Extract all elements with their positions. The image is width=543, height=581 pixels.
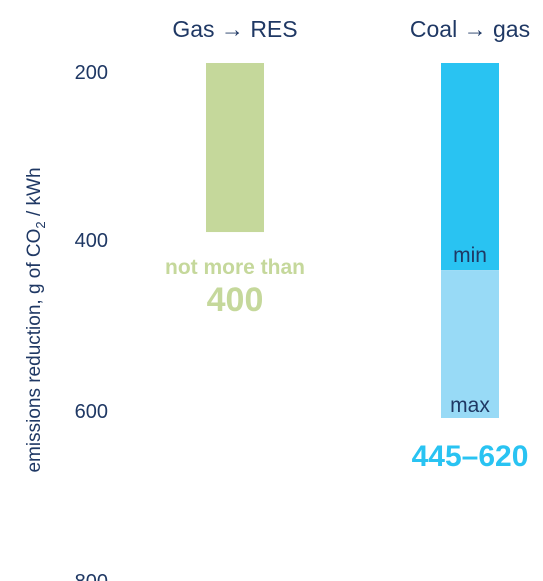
bar-segment-label: max xyxy=(450,394,490,417)
y-axis-label-tail: / kWh xyxy=(24,167,45,221)
bar-segment xyxy=(206,63,264,233)
y-tick-label: 200 xyxy=(75,62,108,84)
y-tick-label: 800 xyxy=(75,571,108,581)
bar-segment xyxy=(441,270,499,418)
y-axis-label: emissions reduction, g of CO2 / kWh xyxy=(24,167,48,472)
bar-segment-label: min xyxy=(453,244,487,267)
y-tick-label: 400 xyxy=(75,230,108,252)
category-labels: Gas → RES Coal → gas xyxy=(172,16,530,42)
y-axis-label-group: emissions reduction, g of CO2 / kWh xyxy=(24,167,48,472)
annotation-line2: 400 xyxy=(207,281,264,319)
bars xyxy=(206,63,499,418)
bar-segment xyxy=(441,63,499,271)
category-label: Coal → gas xyxy=(410,16,530,42)
y-axis-label-subscript: 2 xyxy=(33,221,48,228)
y-axis-label-main: emissions reduction, g of CO xyxy=(24,229,45,473)
y-tick-label: 600 xyxy=(75,401,108,423)
annotation-range: 445–620 xyxy=(412,440,529,473)
y-axis-ticks: 200 400 600 800 xyxy=(75,62,108,581)
annotation-line1: not more than xyxy=(165,256,305,279)
category-label: Gas → RES xyxy=(172,16,297,42)
